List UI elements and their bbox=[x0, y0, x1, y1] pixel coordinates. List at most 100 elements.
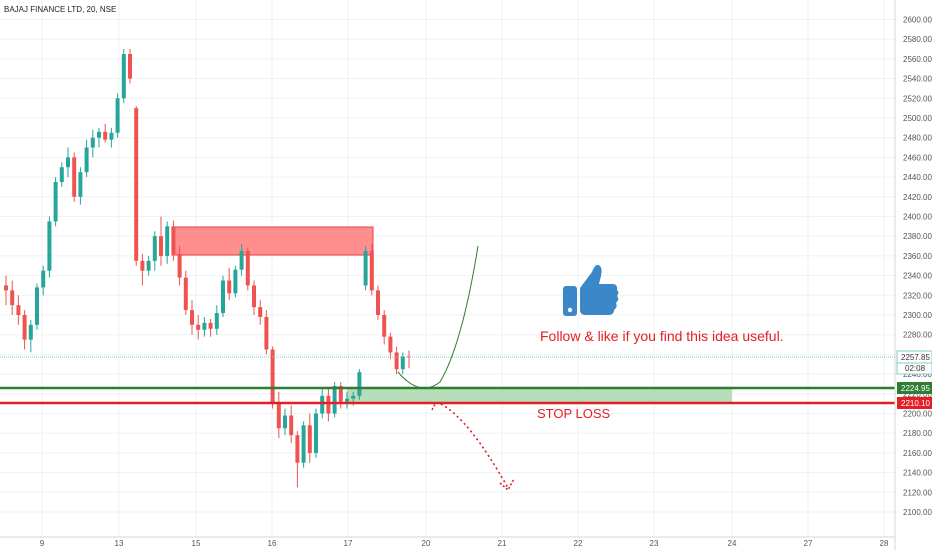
time-tick-label: 17 bbox=[344, 539, 353, 548]
candle-body bbox=[233, 269, 238, 294]
last-price-value: 2257.85 bbox=[901, 353, 930, 362]
thumbs-up-icon bbox=[563, 264, 619, 316]
price-tick-label: 2180.00 bbox=[903, 429, 932, 438]
price-tick-label: 2240.00 bbox=[903, 370, 932, 379]
price-tick-label: 2220.00 bbox=[903, 390, 932, 399]
candle-body bbox=[239, 250, 244, 270]
time-axis[interactable]: 9 13 15 16 17 20 21 22 23 24 27 28 bbox=[40, 539, 889, 548]
candle-body bbox=[221, 280, 225, 314]
price-axis[interactable]: 2100.00 2120.00 2140.00 2160.00 2180.00 2200.… bbox=[903, 16, 932, 518]
candle-body bbox=[78, 172, 83, 197]
price-tick-label: 2140.00 bbox=[903, 469, 932, 478]
candle-body bbox=[196, 324, 201, 330]
price-tick-label: 2160.00 bbox=[903, 449, 932, 458]
candle-body bbox=[245, 250, 250, 286]
price-tick-label: 2480.00 bbox=[903, 134, 932, 143]
last-price-tag: 2257.85 02:08 bbox=[896, 350, 932, 375]
time-tick-label: 24 bbox=[728, 539, 737, 548]
stop-loss-label: STOP LOSS bbox=[537, 406, 611, 421]
price-tick-label: 2320.00 bbox=[903, 291, 932, 300]
time-tick-label: 13 bbox=[115, 539, 124, 548]
candle-body bbox=[128, 53, 132, 79]
candle-body bbox=[258, 307, 263, 317]
price-tick-label: 2360.00 bbox=[903, 252, 932, 261]
candle-body bbox=[53, 182, 58, 222]
candle-body bbox=[103, 131, 108, 140]
price-tick-label: 2100.00 bbox=[903, 508, 932, 517]
candle-body bbox=[202, 322, 207, 330]
price-tick-label: 2440.00 bbox=[903, 173, 932, 182]
candle-body bbox=[72, 157, 77, 197]
candle-body bbox=[22, 315, 27, 340]
candle-body bbox=[183, 277, 188, 311]
candle-body bbox=[134, 108, 139, 261]
candle-body bbox=[171, 226, 176, 254]
candle-body bbox=[227, 280, 232, 294]
candle-body bbox=[270, 349, 275, 404]
candle-body bbox=[10, 290, 15, 306]
candle-body bbox=[35, 287, 39, 325]
price-tick-label: 2400.00 bbox=[903, 213, 932, 222]
time-tick-label: 28 bbox=[880, 539, 889, 548]
price-tick-label: 2520.00 bbox=[903, 94, 932, 103]
candle-body bbox=[326, 395, 331, 414]
bearish-projection-curve[interactable] bbox=[440, 403, 509, 489]
price-tick-label: 2560.00 bbox=[903, 55, 932, 64]
candle-body bbox=[140, 260, 145, 271]
time-tick-label: 23 bbox=[650, 539, 659, 548]
time-tick-label: 21 bbox=[498, 539, 507, 548]
candle-body bbox=[41, 270, 46, 288]
candle-body bbox=[295, 435, 300, 463]
bullish-projection-curve[interactable] bbox=[397, 245, 479, 389]
time-tick-label: 9 bbox=[40, 539, 45, 548]
candle-body bbox=[109, 132, 114, 140]
candle-body bbox=[289, 415, 294, 436]
resistance-zone[interactable] bbox=[171, 226, 374, 256]
candle-body bbox=[345, 398, 349, 402]
candles-layer bbox=[4, 49, 411, 488]
candle-body bbox=[59, 167, 64, 183]
candle-body bbox=[338, 385, 343, 402]
candle-body bbox=[47, 221, 52, 271]
time-tick-label: 20 bbox=[422, 539, 431, 548]
price-tick-label: 2380.00 bbox=[903, 232, 932, 241]
stop-price-value: 2210.10 bbox=[901, 399, 930, 408]
candle-body bbox=[115, 98, 120, 133]
candle-body bbox=[400, 356, 405, 370]
symbol-title: BAJAJ FINANCE LTD, 20, NSE bbox=[4, 5, 116, 14]
support-price-value: 2224.95 bbox=[901, 384, 930, 393]
candle-body bbox=[283, 415, 287, 429]
candle-body bbox=[252, 285, 256, 308]
candle-body bbox=[177, 253, 182, 278]
candle-body bbox=[394, 352, 399, 370]
candle-body bbox=[369, 250, 374, 291]
candle-body bbox=[4, 285, 8, 291]
candle-body bbox=[376, 290, 380, 315]
price-tick-label: 2580.00 bbox=[903, 35, 932, 44]
stop-price-tag: 2210.10 bbox=[897, 397, 932, 409]
candle-body bbox=[320, 395, 325, 414]
price-tick-label: 2500.00 bbox=[903, 114, 932, 123]
candle-body bbox=[264, 316, 269, 350]
price-tick-label: 2200.00 bbox=[903, 410, 932, 419]
time-tick-label: 27 bbox=[804, 539, 813, 548]
candle-body bbox=[388, 336, 393, 353]
price-tick-label: 2120.00 bbox=[903, 488, 932, 497]
candle-body bbox=[66, 157, 70, 168]
bar-countdown: 02:08 bbox=[905, 364, 926, 373]
candle-body bbox=[314, 413, 318, 453]
candle-body bbox=[97, 131, 101, 138]
time-tick-label: 15 bbox=[192, 539, 201, 548]
price-tick-label: 2300.00 bbox=[903, 311, 932, 320]
candle-body bbox=[307, 425, 312, 453]
candle-body bbox=[214, 313, 219, 329]
price-tick-label: 2420.00 bbox=[903, 193, 932, 202]
candle-body bbox=[165, 226, 170, 256]
candle-body bbox=[208, 322, 213, 329]
price-tick-label: 2460.00 bbox=[903, 153, 932, 162]
candle-body bbox=[28, 324, 33, 340]
support-zone[interactable] bbox=[347, 388, 732, 403]
candle-body bbox=[152, 236, 157, 261]
candle-body bbox=[357, 372, 362, 396]
